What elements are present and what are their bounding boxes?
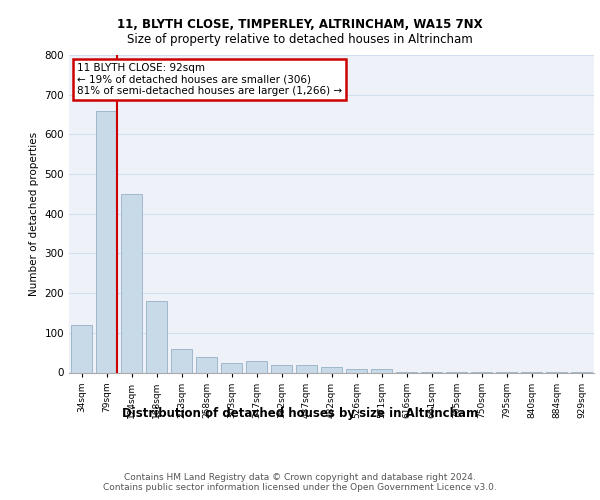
Bar	[221, 362, 242, 372]
Bar	[146, 301, 167, 372]
Text: Contains HM Land Registry data © Crown copyright and database right 2024.
Contai: Contains HM Land Registry data © Crown c…	[103, 472, 497, 492]
Bar	[71, 325, 92, 372]
Bar	[321, 366, 342, 372]
Text: 11, BLYTH CLOSE, TIMPERLEY, ALTRINCHAM, WA15 7NX: 11, BLYTH CLOSE, TIMPERLEY, ALTRINCHAM, …	[117, 18, 483, 30]
Text: Size of property relative to detached houses in Altrincham: Size of property relative to detached ho…	[127, 32, 473, 46]
Bar	[196, 356, 217, 372]
Text: 11 BLYTH CLOSE: 92sqm
← 19% of detached houses are smaller (306)
81% of semi-det: 11 BLYTH CLOSE: 92sqm ← 19% of detached …	[77, 63, 342, 96]
Bar	[171, 348, 192, 372]
Bar	[121, 194, 142, 372]
Bar	[96, 110, 117, 372]
Bar	[271, 364, 292, 372]
Bar	[296, 364, 317, 372]
Text: Distribution of detached houses by size in Altrincham: Distribution of detached houses by size …	[122, 408, 478, 420]
Bar	[346, 370, 367, 372]
Bar	[246, 360, 267, 372]
Y-axis label: Number of detached properties: Number of detached properties	[29, 132, 39, 296]
Bar	[371, 370, 392, 372]
